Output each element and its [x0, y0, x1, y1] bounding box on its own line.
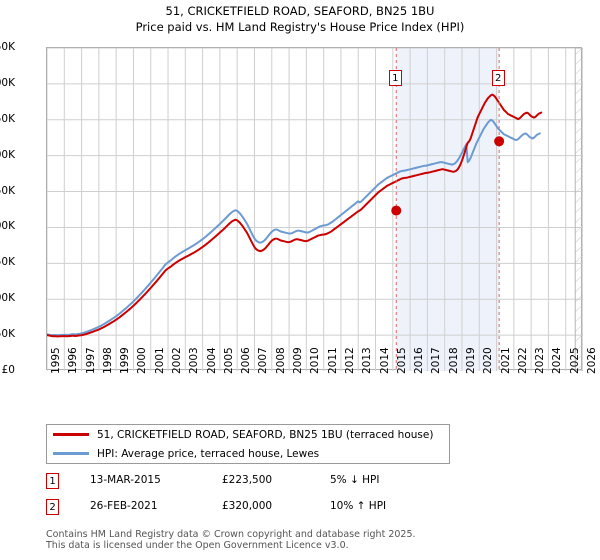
- footer-line-1: Contains HM Land Registry data © Crown c…: [46, 529, 416, 540]
- y-axis-tick-label: £350K: [0, 112, 15, 125]
- legend-swatch-property: [53, 433, 89, 436]
- y-axis-tick-label: £100K: [0, 292, 15, 305]
- footer-line-2: This data is licensed under the Open Gov…: [46, 540, 349, 551]
- table-row: 2 26-FEB-2021 £320,000 10% ↑ HPI: [46, 498, 466, 524]
- gridlines: [47, 48, 583, 371]
- y-axis-tick-label: £300K: [0, 148, 15, 161]
- transaction-price-1: £223,500: [222, 474, 273, 486]
- series-layer: [47, 93, 543, 338]
- transactions-list: 1 13-MAR-2015 £223,500 5% ↓ HPI 2 26-FEB…: [46, 472, 466, 524]
- y-axis-tick-label: £150K: [0, 256, 15, 269]
- page-title: 51, CRICKETFIELD ROAD, SEAFORD, BN25 1BU…: [0, 3, 600, 35]
- y-axis-tick-label: £200K: [0, 220, 15, 233]
- legend-label-property: 51, CRICKETFIELD ROAD, SEAFORD, BN25 1BU…: [97, 428, 434, 441]
- y-axis-tick-label: £250K: [0, 184, 15, 197]
- legend-label-hpi: HPI: Average price, terraced house, Lewe…: [97, 447, 320, 460]
- table-row: 1 13-MAR-2015 £223,500 5% ↓ HPI: [46, 472, 466, 498]
- chart-legend: 51, CRICKETFIELD ROAD, SEAFORD, BN25 1BU…: [46, 424, 450, 464]
- chart-plot-area: [47, 48, 583, 371]
- price-history-chart: [46, 47, 583, 371]
- legend-swatch-hpi: [53, 452, 89, 455]
- copyright-footer: Contains HM Land Registry data © Crown c…: [46, 529, 586, 551]
- legend-item-property: 51, CRICKETFIELD ROAD, SEAFORD, BN25 1BU…: [47, 425, 449, 444]
- y-axis-tick-label: £0: [1, 364, 15, 376]
- y-axis-tick-label: £50K: [0, 328, 15, 341]
- transaction-delta-1: 5% ↓ HPI: [330, 474, 380, 486]
- title-line-1: 51, CRICKETFIELD ROAD, SEAFORD, BN25 1BU: [165, 4, 435, 18]
- transaction-price-2: £320,000: [222, 500, 273, 512]
- transaction-date-2: 26-FEB-2021: [90, 500, 158, 512]
- x-axis-tick-label: 2026: [586, 347, 598, 374]
- transaction-delta-2: 10% ↑ HPI: [330, 500, 387, 512]
- no-data-band: [574, 48, 583, 371]
- highlight-band-layer: [396, 48, 500, 371]
- y-axis-tick-label: £400K: [0, 76, 15, 89]
- transaction-date-1: 13-MAR-2015: [90, 474, 161, 486]
- legend-item-hpi: HPI: Average price, terraced house, Lewe…: [47, 444, 449, 463]
- title-line-2: Price paid vs. HM Land Registry's House …: [135, 20, 465, 34]
- transaction-marker-2: 2: [46, 499, 59, 515]
- transaction-dots: [391, 136, 505, 216]
- y-axis-tick-label: £450K: [0, 41, 15, 53]
- transaction-marker-1: 1: [46, 473, 59, 489]
